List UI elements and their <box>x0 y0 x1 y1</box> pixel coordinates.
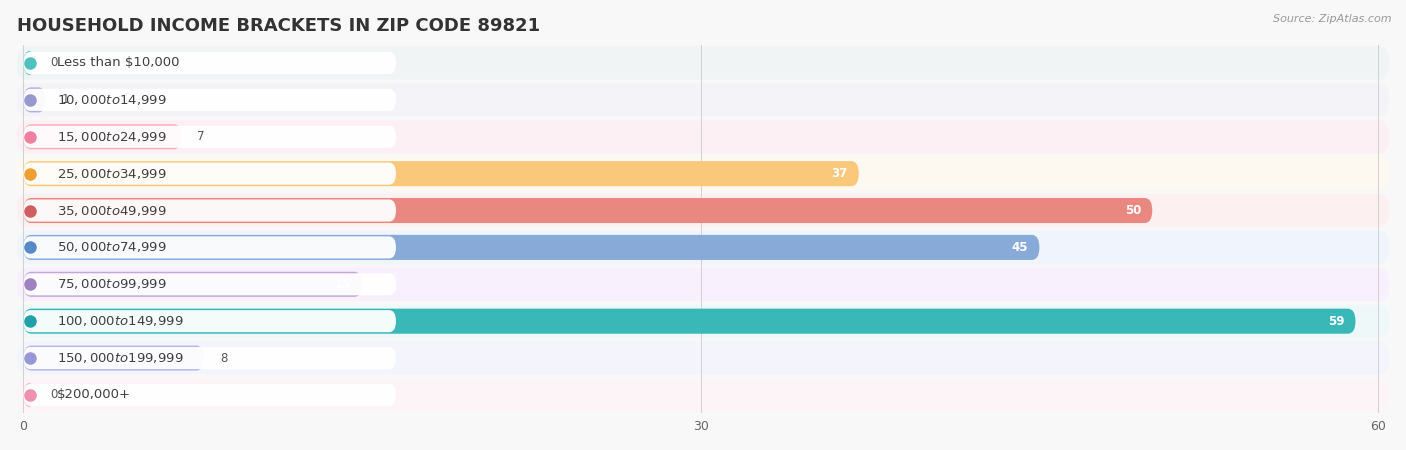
FancyBboxPatch shape <box>24 198 1153 223</box>
Text: 15: 15 <box>335 278 352 291</box>
FancyBboxPatch shape <box>24 236 396 258</box>
Text: 7: 7 <box>197 130 205 143</box>
FancyBboxPatch shape <box>24 384 396 406</box>
FancyBboxPatch shape <box>24 89 396 111</box>
Text: $15,000 to $24,999: $15,000 to $24,999 <box>56 130 166 144</box>
Text: 37: 37 <box>831 167 848 180</box>
FancyBboxPatch shape <box>17 268 1389 301</box>
Text: 0: 0 <box>51 57 58 69</box>
Text: Less than $10,000: Less than $10,000 <box>56 57 179 69</box>
FancyBboxPatch shape <box>24 235 1039 260</box>
FancyBboxPatch shape <box>17 194 1389 227</box>
FancyBboxPatch shape <box>24 162 396 184</box>
FancyBboxPatch shape <box>17 378 1389 412</box>
Text: Source: ZipAtlas.com: Source: ZipAtlas.com <box>1274 14 1392 23</box>
FancyBboxPatch shape <box>17 231 1389 264</box>
Text: 59: 59 <box>1327 315 1344 328</box>
FancyBboxPatch shape <box>17 342 1389 375</box>
Text: $75,000 to $99,999: $75,000 to $99,999 <box>56 277 166 291</box>
FancyBboxPatch shape <box>24 52 396 74</box>
FancyBboxPatch shape <box>24 126 396 148</box>
FancyBboxPatch shape <box>24 346 204 371</box>
FancyBboxPatch shape <box>17 120 1389 153</box>
Text: $200,000+: $200,000+ <box>56 388 131 401</box>
Text: $35,000 to $49,999: $35,000 to $49,999 <box>56 203 166 217</box>
Text: HOUSEHOLD INCOME BRACKETS IN ZIP CODE 89821: HOUSEHOLD INCOME BRACKETS IN ZIP CODE 89… <box>17 17 540 35</box>
FancyBboxPatch shape <box>17 83 1389 117</box>
FancyBboxPatch shape <box>17 305 1389 338</box>
Text: 50: 50 <box>1125 204 1142 217</box>
Text: 0: 0 <box>51 388 58 401</box>
FancyBboxPatch shape <box>24 199 396 221</box>
FancyBboxPatch shape <box>24 124 181 149</box>
FancyBboxPatch shape <box>24 161 859 186</box>
Text: $50,000 to $74,999: $50,000 to $74,999 <box>56 240 166 254</box>
FancyBboxPatch shape <box>17 46 1389 80</box>
FancyBboxPatch shape <box>24 272 363 297</box>
FancyBboxPatch shape <box>17 157 1389 190</box>
FancyBboxPatch shape <box>24 87 46 112</box>
FancyBboxPatch shape <box>24 310 396 332</box>
Text: $150,000 to $199,999: $150,000 to $199,999 <box>56 351 183 365</box>
Text: $25,000 to $34,999: $25,000 to $34,999 <box>56 166 166 180</box>
FancyBboxPatch shape <box>24 382 35 408</box>
FancyBboxPatch shape <box>24 273 396 295</box>
Text: 8: 8 <box>219 351 228 364</box>
Text: $10,000 to $14,999: $10,000 to $14,999 <box>56 93 166 107</box>
Text: 1: 1 <box>62 94 69 106</box>
FancyBboxPatch shape <box>24 347 396 369</box>
Text: $100,000 to $149,999: $100,000 to $149,999 <box>56 314 183 328</box>
FancyBboxPatch shape <box>24 50 35 76</box>
FancyBboxPatch shape <box>24 309 1355 334</box>
Text: 45: 45 <box>1011 241 1028 254</box>
